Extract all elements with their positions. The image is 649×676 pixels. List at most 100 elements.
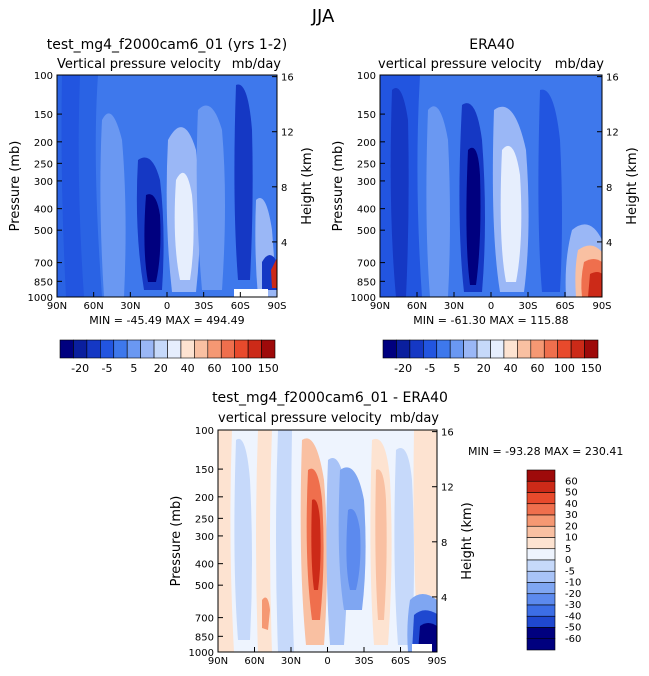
panel-obs-subtitle-right: mb/day (555, 57, 605, 72)
colorbar-swatch (490, 339, 505, 359)
colorbar-label: 5 (130, 362, 137, 375)
colorbar-swatch (409, 339, 424, 359)
x-tick-label: 90N (208, 656, 228, 667)
y-tick-label: 1000 (28, 293, 53, 304)
colorbar-swatch (526, 548, 556, 561)
panel-obs: ERA40 vertical pressure velocity mb/day … (331, 37, 640, 327)
y-right-tick-label: 8 (441, 538, 447, 549)
colorbar-label: 20 (477, 362, 491, 375)
colorbar-swatch (59, 339, 74, 359)
colorbar-swatch (570, 339, 585, 359)
y-tick-label: 300 (34, 177, 53, 188)
y-tick-label: 700 (195, 614, 214, 625)
colorbar-label: 10 (565, 533, 578, 544)
colorbar-swatch (449, 339, 464, 359)
y-tick-label: 850 (195, 632, 214, 643)
colorbar-swatch (526, 537, 556, 550)
colorbar-swatch (436, 339, 451, 359)
colorbar-swatch (526, 480, 556, 493)
colorbar-swatch (247, 339, 262, 359)
colorbar-label: 100 (554, 362, 575, 375)
colorbar-swatch (526, 582, 556, 595)
y-tick-label: 400 (195, 560, 214, 571)
colorbar-swatch (382, 339, 397, 359)
colorbar-label: -10 (565, 578, 581, 589)
colorbar-swatch (220, 339, 235, 359)
colorbar-label: -20 (71, 362, 89, 375)
panel-stats: MIN = -61.30 MAX = 115.88 (413, 314, 568, 327)
colorbar-swatch (86, 339, 101, 359)
x-tick-label: 30S (194, 301, 213, 312)
diff-eq-neg-3 (346, 508, 361, 590)
colorbar-swatch (526, 492, 556, 505)
panel-diff-subtitle-left: vertical pressure velocity (218, 411, 382, 426)
colorbar-label: 40 (504, 362, 518, 375)
diff-mid-pos-2 (375, 469, 387, 620)
y-tick-label: 400 (34, 205, 53, 216)
colorbar-swatch (503, 339, 518, 359)
colorbar-swatch (526, 593, 556, 606)
colorbar-label: 60 (531, 362, 545, 375)
colorbar-label: -20 (565, 589, 581, 600)
y-tick-label: 200 (195, 493, 214, 504)
y-tick-label: 150 (34, 110, 53, 121)
colorbar-label: -40 (565, 611, 581, 622)
panel-obs-field (380, 75, 602, 297)
model-desc-3 (196, 105, 225, 290)
colorbar-label: -60 (565, 634, 581, 645)
colorbar-label: 0 (565, 555, 571, 566)
y-tick-label: 250 (357, 159, 376, 170)
colorbar-swatch (526, 615, 556, 628)
colorbar-swatch (543, 339, 558, 359)
panel-stats: MIN = -45.49 MAX = 494.49 (89, 314, 244, 327)
diff-eq-pos-3 (311, 499, 321, 590)
model-sh-4 (271, 258, 277, 288)
colorbar-label: 5 (453, 362, 460, 375)
colorbar-swatch (530, 339, 545, 359)
x-tick-label: 30N (281, 656, 301, 667)
y-tick-label: 500 (34, 226, 53, 237)
colorbar-swatch (557, 339, 572, 359)
y-tick-label: 200 (34, 138, 53, 149)
model-asc-2 (144, 194, 161, 282)
y-tick-label: 400 (357, 205, 376, 216)
diff-mid-1 (276, 430, 294, 652)
colorbar-swatch (476, 339, 491, 359)
panel-obs-axes: 100 150 200 250 300 400 500 700 850 1000 16 12 8 4 90N… (331, 71, 640, 327)
x-tick-label: 90N (370, 301, 390, 312)
y-right-axis-title: Height (km) (300, 147, 315, 224)
colorbar-swatch (526, 627, 556, 640)
colorbar-label: 20 (154, 362, 168, 375)
colorbar-swatch (180, 339, 195, 359)
colorbar-swatch (584, 339, 599, 359)
panel-diff-subtitle-right: mb/day (390, 411, 440, 426)
y-tick-label: 250 (195, 514, 214, 525)
colorbar-swatch (423, 339, 438, 359)
colorbar-swatch (526, 469, 556, 482)
colorbar-swatch (526, 570, 556, 583)
y-right-tick-label: 12 (281, 128, 294, 139)
x-tick-label: 30N (120, 301, 140, 312)
diff-missing-area (412, 644, 432, 652)
y-right-tick-label: 16 (606, 73, 619, 84)
panel-obs-subtitle-left: vertical pressure velocity (378, 57, 542, 72)
y-tick-label: 150 (195, 465, 214, 476)
model-desc-2 (174, 172, 194, 280)
y-tick-label: 500 (195, 581, 214, 592)
y-axis-title: Pressure (mb) (169, 496, 184, 587)
colorbar-swatch (167, 339, 182, 359)
diff-nh-1 (218, 430, 234, 652)
colorbar-swatch (207, 339, 222, 359)
x-tick-label: 60S (555, 301, 574, 312)
y-right-tick-label: 12 (441, 483, 454, 494)
x-tick-label: 60S (231, 301, 250, 312)
x-tick-label: 0 (488, 301, 494, 312)
colorbar-label: -5 (102, 362, 113, 375)
colorbar-label: 60 (208, 362, 222, 375)
obs-asc-2 (466, 147, 481, 285)
panel-model-subtitle-right: mb/day (232, 57, 282, 72)
colorbar-label: -5 (425, 362, 436, 375)
y-right-tick-label: 8 (281, 183, 287, 194)
x-tick-label: 0 (324, 656, 330, 667)
